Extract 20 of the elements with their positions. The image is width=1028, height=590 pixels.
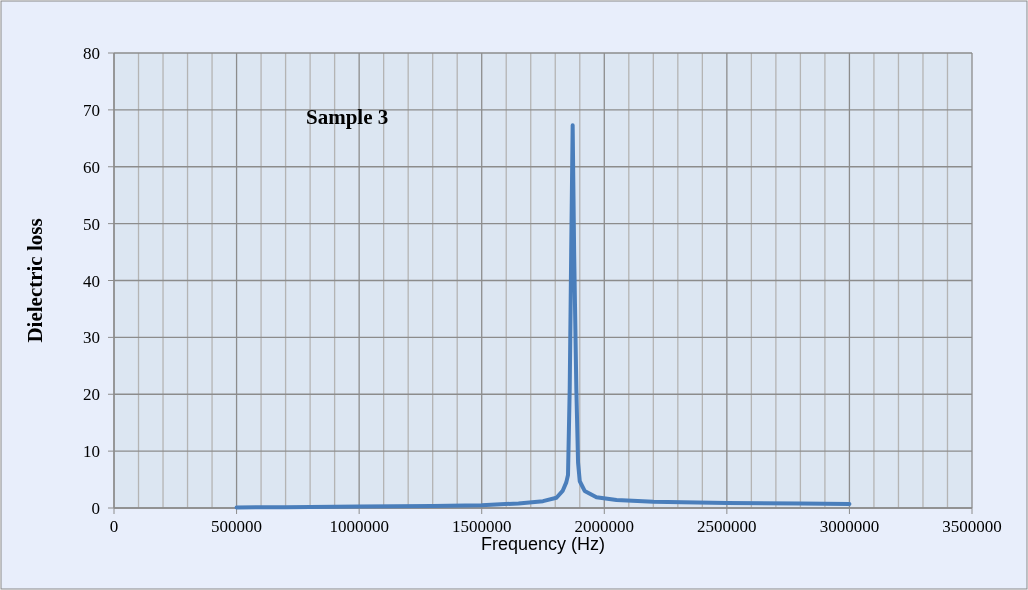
x-tick-label: 2500000 (697, 517, 757, 536)
x-tick-label: 2000000 (574, 517, 635, 536)
x-tick-label: 500000 (211, 517, 263, 536)
y-tick-label: 50 (83, 214, 100, 234)
y-tick-label: 80 (83, 44, 100, 63)
x-axis-title: Frequency (Hz) (480, 534, 606, 554)
y-tick-label: 10 (83, 442, 100, 462)
x-tick-label: 3500000 (942, 517, 1002, 536)
y-tick-label: 70 (83, 100, 100, 120)
y-tick-label: 40 (83, 271, 100, 291)
x-tick-label: 3000000 (819, 517, 880, 536)
y-tick-label: 30 (83, 328, 100, 348)
x-tick-label: 1500000 (451, 517, 512, 536)
y-tick-label: 0 (91, 499, 100, 518)
y-tick-label: 60 (83, 157, 100, 177)
y-axis-title: Dielectric loss (23, 218, 47, 343)
x-tick-label: 0 (109, 517, 119, 536)
x-tick-label: 1000000 (329, 517, 389, 536)
y-tick-label: 20 (83, 385, 100, 405)
annotation: Sample 3 (306, 105, 389, 129)
